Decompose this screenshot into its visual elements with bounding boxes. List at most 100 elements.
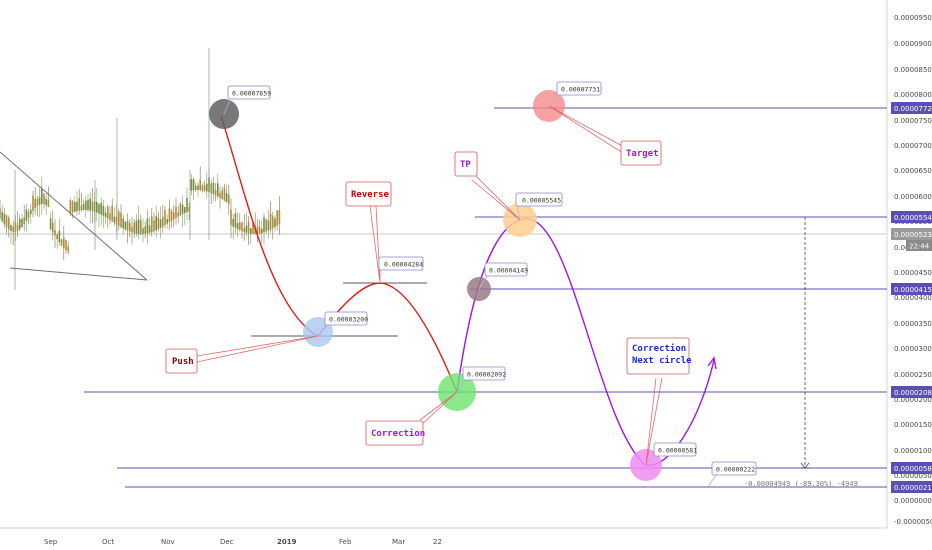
measure-tool[interactable]: -0.00004949 (-89.30%) -4949 (744, 217, 858, 488)
candle-body (140, 220, 142, 234)
base-trendline[interactable] (9, 267, 148, 281)
candle-body (38, 197, 41, 205)
candle-body (43, 193, 45, 205)
candle-body (115, 216, 118, 225)
candle-body (201, 185, 204, 191)
descending-trendline[interactable] (0, 151, 148, 281)
callout-peak[interactable]: 0.00007659 (227, 85, 271, 100)
price-badge[interactable]: 0.00000586 (891, 462, 932, 474)
candle-body (236, 223, 239, 230)
candle-body (267, 220, 270, 231)
x-tick-label: 22 (433, 538, 442, 546)
candle-body (71, 201, 74, 213)
candle-body (89, 198, 91, 211)
candle-body (96, 202, 98, 213)
price-badge[interactable]: 0.00002089 (891, 386, 932, 398)
candle-body (153, 220, 155, 232)
horizontal-levels[interactable] (0, 107, 887, 488)
candle-body (155, 216, 157, 231)
candle-body (91, 201, 94, 212)
price-badge-text: 0.00005548 (894, 214, 932, 222)
candle-body (109, 213, 111, 220)
candle-body (0, 208, 1, 218)
callout-support-text: 0.00004149 (489, 267, 528, 275)
candle-body (80, 205, 83, 211)
candle-body (122, 218, 124, 229)
callout-lowest[interactable]: 0.00000222 (711, 461, 757, 476)
price-badge[interactable]: 0.00000219 (891, 481, 932, 493)
price-badge[interactable]: 0.00004156 (891, 283, 932, 295)
price-badge[interactable]: 0.00007724 (891, 102, 932, 114)
callout-push[interactable]: 0.00003200 (324, 311, 368, 326)
callout-support[interactable]: 0.00004149 (484, 262, 528, 277)
candle-body (263, 216, 265, 233)
candle-body (63, 237, 65, 249)
candle-body (225, 192, 228, 203)
correction-annotation-text: Correction (371, 428, 425, 439)
candle-body (217, 183, 219, 197)
candle-body (250, 228, 252, 234)
price-badge-text: 0.00004156 (894, 286, 932, 294)
price-badge[interactable]: 0.00005231 (891, 228, 932, 240)
candle-body (258, 226, 261, 234)
reverse-annotation[interactable]: Reverse (345, 181, 392, 207)
candle-body (144, 226, 146, 234)
candle-body (177, 212, 179, 217)
push-annotation[interactable]: Push (165, 348, 198, 374)
candle-body (25, 209, 28, 221)
callout-push-text: 0.00003200 (329, 316, 368, 324)
callout-correction[interactable]: 0.00002092 (462, 366, 506, 381)
candle-body (113, 216, 116, 223)
callout-lowest-text: 0.00000222 (716, 466, 755, 474)
candle-body (74, 202, 76, 212)
tp-annotation[interactable]: TP (454, 151, 478, 177)
callout-correction-text: 0.00002092 (467, 371, 506, 379)
candle-body (192, 179, 195, 191)
price-badge-text: 0.00005231 (894, 231, 932, 239)
candle-body (168, 208, 171, 223)
time-axis[interactable]: Sep Oct Nov Dec 2019 Feb Mar 22 (0, 527, 887, 546)
red-projection-path[interactable] (220, 115, 458, 393)
price-label-pointers (223, 94, 717, 488)
measure-readout: -0.00004949 (-89.30%) -4949 (744, 480, 858, 488)
callout-bottom-text: 0.00000581 (658, 447, 697, 455)
candle-body (49, 218, 52, 230)
candle-body (137, 219, 140, 234)
countdown-badge: 22:44 (906, 240, 932, 251)
candle-body (278, 210, 281, 225)
candle-body (58, 230, 61, 243)
candle-body (181, 204, 184, 215)
correction-annotation[interactable]: Correction (365, 420, 425, 446)
candle-body (179, 203, 182, 216)
price-badges[interactable]: 0.00007724 0.00005548 0.00005231 22:44 0… (891, 102, 932, 493)
callout-bottom[interactable]: 0.00000581 (653, 442, 697, 457)
candle-body (157, 217, 160, 230)
callout-reverse[interactable]: 0.00004284 (378, 256, 424, 271)
candle-body (159, 219, 162, 228)
target-annotation[interactable]: Target (620, 140, 662, 166)
callout-target[interactable]: 0.00007731 (556, 81, 602, 96)
candle-body (148, 225, 151, 233)
candle-body (245, 225, 248, 233)
correction-next-annotation[interactable]: Correction Next circle (626, 337, 692, 375)
candle-body (241, 222, 243, 232)
candle-body (67, 246, 69, 252)
candle-body (223, 188, 226, 201)
trend-lines[interactable] (0, 151, 148, 281)
candle-body (203, 185, 206, 191)
annotation-boxes[interactable]: Push Reverse Correction TP Target Correc… (165, 140, 692, 446)
callout-tp[interactable]: 0.00005545 (515, 192, 563, 207)
candle-body (8, 217, 10, 230)
price-badge[interactable]: 0.00005548 (891, 211, 932, 223)
price-callouts[interactable]: 0.00007659 0.00003200 0.00004284 0.00002… (227, 81, 757, 476)
y-tick-label: 0.00000000 (894, 497, 932, 505)
candle-body (98, 204, 100, 214)
candle-body (19, 218, 21, 230)
candle-body (12, 226, 14, 232)
countdown-text: 22:44 (909, 243, 930, 251)
